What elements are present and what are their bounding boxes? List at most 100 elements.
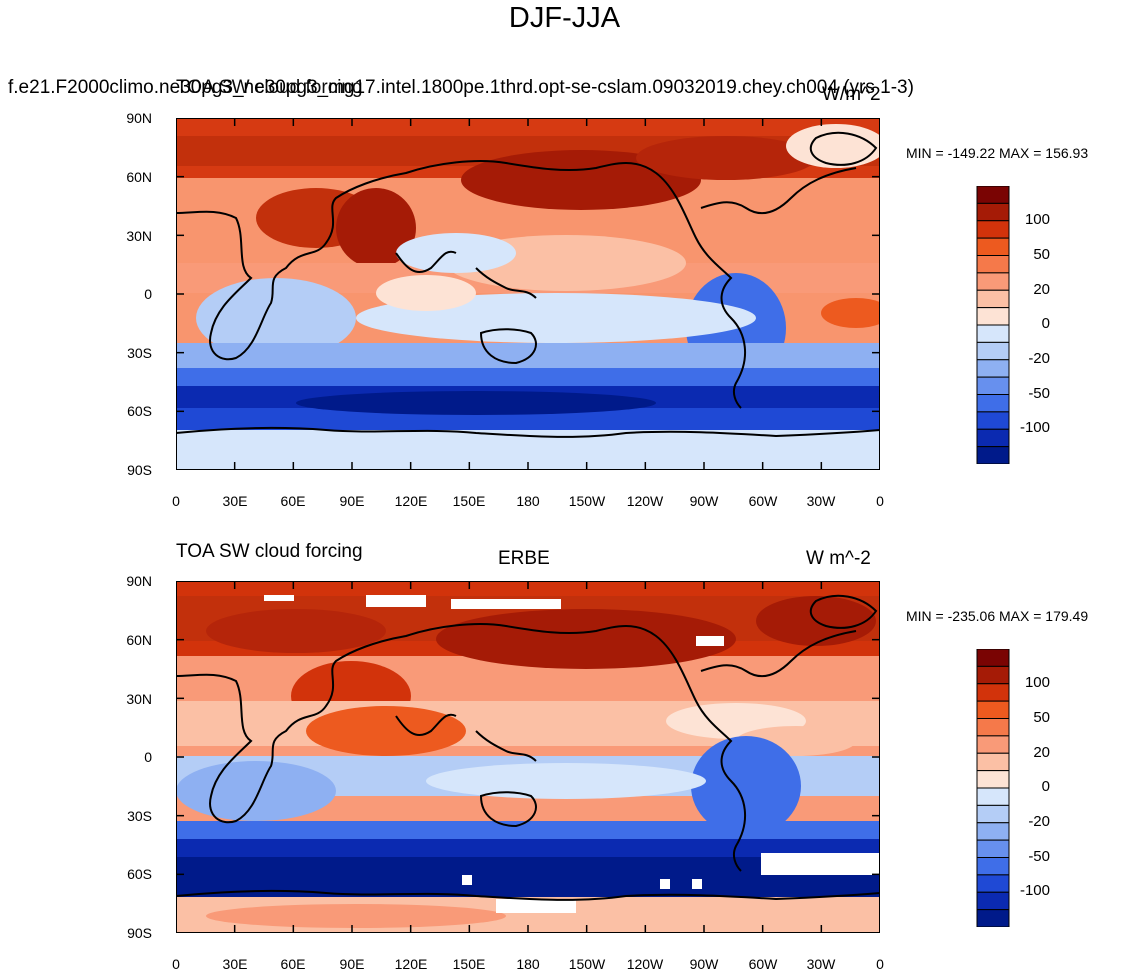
panel2-lon-label: 60W [748,956,778,972]
colorbar-swatch [976,822,1010,841]
panel1-colorbar-label: -100 [1019,419,1050,436]
colorbar-swatch [976,839,1010,858]
panel1-lon-label: 150E [452,493,486,509]
panel1-lat-label: 60N [126,169,152,185]
panel2-lon-label: 90W [689,956,719,972]
axis-ticks [176,581,880,933]
panel1-colorbar-label: -20 [1028,350,1050,367]
panel2-lon-label: 120W [626,956,664,972]
colorbar-swatch [976,874,1010,893]
panel2-lon-label: 150W [568,956,606,972]
panel1-lon-label: 0 [876,493,884,509]
panel2-lat-label: 30N [126,691,152,707]
panel2-source-string: ERBE [498,548,550,569]
colorbar-swatch [976,237,1010,256]
panel2-lon-label: 150E [452,956,486,972]
colorbar-swatch [976,272,1010,291]
panel1-lon-label: 180 [516,493,540,509]
panel1-lon-label: 120W [626,493,664,509]
colorbar-swatch [976,341,1010,361]
panel2-lon-label: 0 [876,956,884,972]
colorbar-swatch [976,289,1010,309]
panel1-variable-string: TOA SW cloud forcing [176,77,363,98]
colorbar-swatch [976,649,1010,667]
panel1-units: W/m^2 [822,84,881,105]
colorbar-swatch [976,770,1010,789]
colorbar-swatch [976,683,1010,702]
panel2-lon-label: 90E [339,956,365,972]
colorbar-swatch [976,804,1010,824]
panel1-lon-label: 30E [222,493,248,509]
panel2-lon-label: 120E [394,956,428,972]
colorbar-swatch [976,186,1010,204]
colorbar-swatch [976,307,1010,326]
panel2-colorbar-label: 50 [1033,709,1050,726]
panel1-lat-label: 30N [126,228,152,244]
panel1-lon-label: 120E [394,493,428,509]
panel2-lat-label: 0 [144,749,152,765]
panel2-colorbar-label: -50 [1028,848,1050,865]
panel1-map [176,118,880,470]
panel1-lon-label: 150W [568,493,606,509]
panel2-missing-data [264,595,880,913]
panel1-lon-label: 60E [280,493,306,509]
panel2-lat-label: 90S [127,925,152,941]
panel2-colorbar-label: -20 [1028,813,1050,830]
panel1-lat-label: 90N [126,110,152,126]
panel1-lon-label: 30W [806,493,836,509]
colorbar-swatch [976,446,1010,464]
colorbar-swatch [976,220,1010,239]
colorbar-swatch [976,857,1010,876]
panel1-lat-label: 30S [127,345,152,361]
panel1-lat-label: 60S [127,403,152,419]
panel2-colorbar-label: 100 [1024,674,1050,691]
colorbar-swatch [976,411,1010,430]
panel1-colorbar-label: 50 [1033,246,1050,263]
panel1-lon-label: 60W [748,493,778,509]
panel2-lat-label: 60S [127,866,152,882]
panel1-lon-label: 90E [339,493,365,509]
colorbar-swatch [976,428,1010,448]
panel2-min-max: MIN = -235.06 MAX = 179.49 [906,608,1089,624]
colorbar-swatch [976,718,1010,737]
panel1-colorbar-label: 20 [1033,281,1050,298]
panel2-units: W m^-2 [806,548,871,569]
panel1-colorbar-label: -50 [1028,385,1050,402]
colorbar-swatch [976,735,1010,754]
panel2-lon-label: 0 [172,956,180,972]
colorbar-swatch [976,909,1010,927]
panel2-lon-label: 60E [280,956,306,972]
panel1-colorbar-label: 100 [1024,211,1050,228]
colorbar-swatch [976,324,1010,343]
panel1-lon-label: 0 [172,493,180,509]
panel2-variable-string: TOA SW cloud forcing [176,541,363,562]
panel1-lon-label: 90W [689,493,719,509]
panel2-lon-label: 180 [516,956,540,972]
panel2-colorbar-label: -100 [1019,882,1050,899]
colorbar-swatch [976,359,1010,378]
panel2-lon-label: 30E [222,956,248,972]
axis-ticks [176,118,880,470]
panel2-lon-label: 30W [806,956,836,972]
colorbar-swatch [976,255,1010,274]
panel2-map [176,581,880,933]
panel2-lat-label: 30S [127,808,152,824]
colorbar-swatch [976,787,1010,806]
panel2-lat-label: 90N [126,573,152,589]
panel1-coastlines [176,131,880,438]
colorbar-swatch [976,700,1010,719]
colorbar-swatch [976,394,1010,413]
panel1-lat-label: 90S [127,462,152,478]
panel2-lat-label: 60N [126,632,152,648]
colorbar-swatch [976,376,1010,395]
panel2-colorbar-label: 20 [1033,744,1050,761]
panel1-min-max: MIN = -149.22 MAX = 156.93 [906,145,1089,161]
colorbar-swatch [976,891,1010,911]
panel1-colorbar-label: 0 [1041,315,1050,332]
panel2-colorbar-label: 0 [1041,778,1050,795]
colorbar-swatch [976,665,1010,685]
panel1-colorbar [976,186,1010,464]
panel2-colorbar [976,649,1010,927]
panel1-case-string: f.e21.F2000climo.ne30pg3_ne30pg3_mg17.in… [8,77,914,98]
panel1-lat-label: 0 [144,286,152,302]
